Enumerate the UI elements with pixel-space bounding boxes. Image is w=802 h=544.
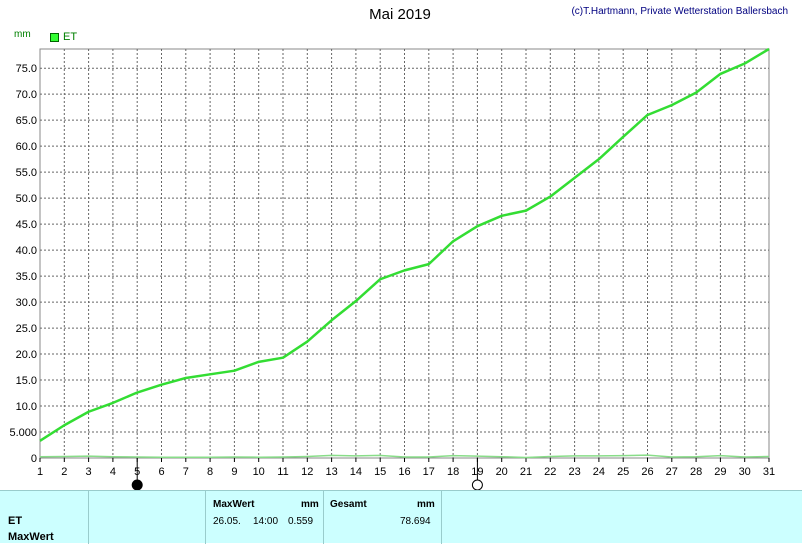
total-value: 78.694: [400, 516, 431, 527]
y-tick-label: 5.000: [9, 427, 37, 439]
table-col-labels: ET MaxWert: [0, 491, 89, 544]
y-tick-label: 20.0: [16, 349, 37, 361]
y-tick-label: 30.0: [16, 297, 37, 309]
x-tick-label: 9: [231, 466, 237, 478]
x-tick-label: 4: [110, 466, 116, 478]
x-tick-label: 16: [398, 466, 410, 478]
x-tick-label: 30: [739, 466, 751, 478]
x-tick-label: 14: [350, 466, 362, 478]
x-tick-label: 3: [86, 466, 92, 478]
x-tick-label: 10: [253, 466, 265, 478]
x-tick-label: 24: [593, 466, 605, 478]
x-tick-label: 1: [37, 466, 43, 478]
x-tick-label: 15: [374, 466, 386, 478]
full-moon-icon: [472, 480, 482, 490]
total-header: Gesamt: [330, 499, 367, 510]
max-header: MaxWert: [213, 499, 255, 510]
y-tick-label: 10.0: [16, 401, 37, 413]
y-tick-label: 40.0: [16, 245, 37, 257]
y-tick-label: 15.0: [16, 375, 37, 387]
x-tick-label: 20: [496, 466, 508, 478]
x-tick-label: 22: [544, 466, 556, 478]
y-tick-label: 0: [31, 453, 37, 465]
table-col-empty: [89, 491, 206, 544]
summary-table: ET MaxWert MaxWert mm 26.05. 14:00 0.559…: [0, 490, 802, 543]
x-tick-label: 26: [641, 466, 653, 478]
table-col-max: MaxWert mm 26.05. 14:00 0.559: [206, 491, 324, 544]
x-tick-label: 13: [325, 466, 337, 478]
y-tick-label: 65.0: [16, 115, 37, 127]
x-tick-label: 25: [617, 466, 629, 478]
max-date: 26.05.: [213, 516, 241, 527]
max-unit: mm: [301, 499, 319, 510]
x-tick-label: 29: [714, 466, 726, 478]
x-tick-label: 21: [520, 466, 532, 478]
x-tick-label: 12: [301, 466, 313, 478]
max-value: 0.559: [288, 516, 313, 527]
y-tick-label: 50.0: [16, 193, 37, 205]
x-tick-label: 6: [158, 466, 164, 478]
chart-plot: 0 5.000 10.0 15.0 20.0 25.0 30.0 35.0 40.0 45.0 50…: [0, 0, 802, 490]
x-tick-label: 8: [207, 466, 213, 478]
x-tick-label: 11: [277, 466, 288, 478]
row-label-et: ET: [8, 515, 22, 527]
x-tick-label: 27: [666, 466, 678, 478]
max-time: 14:00: [253, 516, 278, 527]
y-tick-label: 45.0: [16, 219, 37, 231]
y-tick-label: 55.0: [16, 167, 37, 179]
y-tick-label: 35.0: [16, 271, 37, 283]
x-tick-label: 28: [690, 466, 702, 478]
y-tick-label: 70.0: [16, 89, 37, 101]
y-tick-label: 75.0: [16, 63, 37, 75]
y-tick-label: 60.0: [16, 141, 37, 153]
x-tick-label: 23: [568, 466, 580, 478]
table-col-total: Gesamt mm 78.694: [324, 491, 442, 544]
x-tick-label: 7: [183, 466, 189, 478]
y-tick-label: 25.0: [16, 323, 37, 335]
row-label-maxwert: MaxWert: [8, 531, 54, 543]
total-unit: mm: [417, 499, 435, 510]
x-tick-label: 17: [423, 466, 435, 478]
x-tick-label: 2: [61, 466, 67, 478]
x-tick-label: 31: [763, 466, 775, 478]
new-moon-icon: [132, 480, 142, 490]
x-tick-label: 18: [447, 466, 459, 478]
